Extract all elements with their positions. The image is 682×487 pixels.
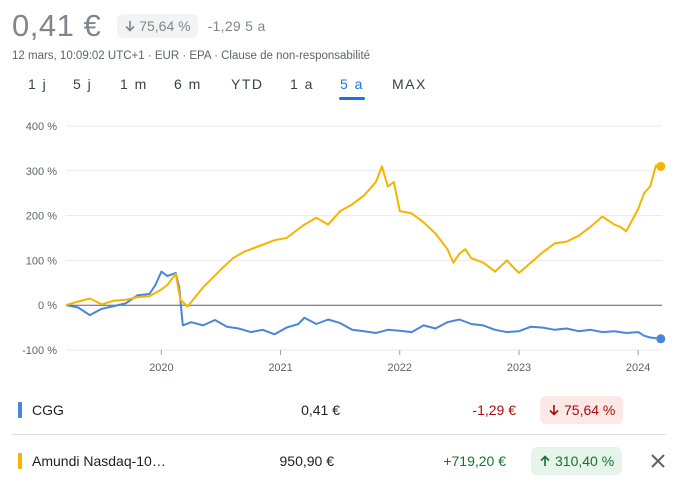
arrow-up-icon: [540, 455, 550, 466]
series-line-amundi-nasdaq: [65, 164, 661, 308]
series-color-swatch: [18, 453, 22, 469]
series-change: +719,20 €: [443, 453, 506, 469]
series-percent-badge: 75,64 %: [540, 396, 624, 424]
change-period: -1,29 5 a: [207, 18, 266, 34]
change-percent-badge: 75,64 %: [117, 14, 198, 38]
comparison-chart[interactable]: 400 % 300 % 200 % 100 % 0 % -100 % 2020 2021 202…: [0, 112, 682, 382]
series-value: 950,90 €: [279, 453, 335, 469]
legend-divider: [12, 434, 666, 435]
tab-5y[interactable]: 5 a: [339, 76, 365, 100]
tab-1y[interactable]: 1 a: [290, 76, 314, 92]
series-name: CGG: [32, 402, 64, 418]
current-price: 0,41 €: [12, 8, 102, 43]
series-change: -1,29 €: [472, 402, 516, 418]
change-percent: 75,64 %: [139, 18, 191, 34]
tab-5d[interactable]: 5 j: [73, 76, 93, 92]
series-endpoint: [656, 334, 666, 344]
legend-row-amundi-nasdaq[interactable]: Amundi Nasdaq-10… 950,90 € +719,20 € 310…: [12, 441, 666, 481]
series-percent-badge: 310,40 %: [531, 447, 623, 475]
series-line-cgg: [65, 270, 661, 340]
series-color-swatch: [18, 402, 22, 418]
quote-meta: 12 mars, 10:09:02 UTC+1 · EUR · EPA · Cl…: [12, 50, 371, 62]
tab-max[interactable]: MAX: [392, 76, 427, 92]
legend-row-cgg[interactable]: CGG 0,41 € -1,29 € 75,64 %: [12, 390, 666, 430]
tab-ytd[interactable]: YTD: [231, 76, 264, 92]
y-tick-label: 300 %: [26, 166, 57, 178]
x-tick-label: 2023: [507, 362, 531, 374]
x-tick-label: 2020: [149, 362, 173, 374]
y-tick-label: 400 %: [26, 121, 57, 133]
y-tick-label: -100 %: [22, 345, 57, 357]
close-icon: [651, 454, 665, 468]
tab-1m[interactable]: 1 m: [120, 76, 148, 92]
y-tick-label: 100 %: [26, 255, 57, 267]
series-percent: 75,64 %: [564, 402, 616, 418]
x-tick-label: 2024: [626, 362, 650, 374]
price-header: 0,41 € 75,64 % -1,29 5 a: [12, 8, 266, 44]
series-value: 0,41 €: [301, 402, 340, 418]
y-tick-label: 0 %: [38, 300, 57, 312]
series-percent: 310,40 %: [555, 453, 615, 469]
series-name: Amundi Nasdaq-10…: [32, 453, 166, 469]
series-endpoint: [656, 161, 666, 171]
x-tick-label: 2021: [268, 362, 292, 374]
x-tick-label: 2022: [388, 362, 412, 374]
arrow-down-icon: [549, 405, 559, 416]
tab-6m[interactable]: 6 m: [174, 76, 202, 92]
tab-1d[interactable]: 1 j: [28, 76, 48, 92]
remove-comparison-button[interactable]: [646, 449, 670, 473]
y-tick-label: 200 %: [26, 211, 57, 223]
arrow-down-icon: [125, 21, 135, 32]
